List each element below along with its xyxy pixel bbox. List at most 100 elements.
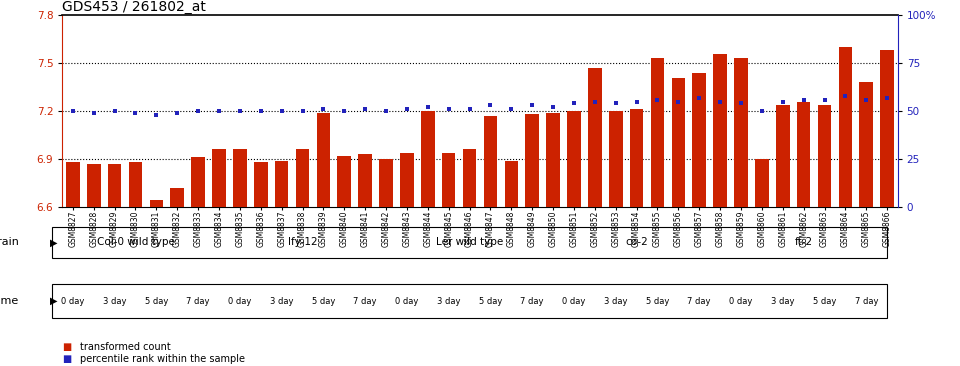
Text: 3 day: 3 day (437, 296, 461, 306)
Text: 3 day: 3 day (270, 296, 294, 306)
Text: strain: strain (0, 238, 19, 247)
Bar (505, 161, 518, 207)
Point (650, 97, 665, 102)
Bar (400, 153, 414, 207)
Point (65, 108, 81, 114)
Bar (839, 47, 852, 207)
Point (190, 108, 205, 114)
Text: 3 day: 3 day (771, 296, 795, 306)
Point (817, 97, 832, 102)
Text: Col-0 wild type: Col-0 wild type (97, 238, 175, 247)
Point (545, 104, 561, 110)
Point (712, 98, 728, 104)
Bar (546, 113, 560, 207)
Bar (859, 82, 873, 207)
Bar (66, 162, 80, 207)
Text: ■: ■ (62, 354, 72, 365)
Text: ■: ■ (62, 342, 72, 352)
Point (691, 95, 707, 101)
Point (629, 98, 644, 104)
Bar (254, 162, 268, 207)
Text: 7 day: 7 day (520, 296, 544, 306)
Text: 5 day: 5 day (646, 296, 669, 306)
Bar (87, 164, 101, 207)
Text: 0 day: 0 day (228, 296, 252, 306)
Bar (129, 162, 142, 207)
Point (357, 106, 372, 112)
Point (796, 97, 811, 102)
Text: Ler wild type: Ler wild type (436, 238, 503, 247)
Point (107, 108, 122, 114)
Point (128, 110, 143, 116)
Text: 7 day: 7 day (854, 296, 878, 306)
Text: 0 day: 0 day (730, 296, 753, 306)
Point (524, 102, 540, 108)
Text: 0 day: 0 day (61, 296, 84, 306)
Text: ▶: ▶ (50, 296, 58, 306)
Text: 3 day: 3 day (103, 296, 127, 306)
Text: 7 day: 7 day (186, 296, 210, 306)
Point (566, 101, 582, 107)
Bar (609, 111, 622, 207)
Bar (296, 149, 309, 207)
Bar (672, 78, 685, 207)
Bar (463, 149, 476, 207)
Point (483, 102, 498, 108)
Text: 0 day: 0 day (563, 296, 586, 306)
Point (838, 93, 853, 99)
Bar (734, 59, 748, 207)
Text: 7 day: 7 day (687, 296, 711, 306)
Bar (233, 149, 247, 207)
Text: 7 day: 7 day (353, 296, 377, 306)
Bar (525, 114, 539, 207)
Point (337, 108, 352, 114)
Point (504, 106, 519, 112)
Bar (171, 188, 184, 207)
Point (170, 110, 185, 116)
Text: ▶: ▶ (50, 238, 58, 247)
Text: 5 day: 5 day (312, 296, 335, 306)
Bar (338, 156, 351, 207)
Point (775, 98, 790, 104)
Bar (588, 68, 602, 207)
Point (253, 108, 269, 114)
Point (879, 95, 895, 101)
Point (588, 98, 603, 104)
Text: 5 day: 5 day (813, 296, 836, 306)
Point (232, 108, 248, 114)
Bar (776, 105, 789, 207)
Point (733, 101, 749, 107)
Bar (484, 116, 497, 207)
Bar (212, 149, 226, 207)
Bar (756, 159, 769, 207)
Bar (818, 105, 831, 207)
Bar (797, 101, 810, 207)
Text: 3 day: 3 day (604, 296, 628, 306)
Point (86, 110, 102, 116)
Point (462, 106, 477, 112)
Bar (191, 157, 204, 207)
Point (378, 108, 394, 114)
Bar (358, 154, 372, 207)
Bar (442, 153, 455, 207)
Point (858, 97, 874, 102)
Text: transformed count: transformed count (80, 342, 171, 352)
Bar (630, 109, 643, 207)
Text: GDS453 / 261802_at: GDS453 / 261802_at (62, 0, 206, 14)
Bar (150, 201, 163, 207)
Text: 5 day: 5 day (145, 296, 168, 306)
Point (149, 112, 164, 118)
Text: time: time (0, 296, 19, 306)
Point (295, 108, 310, 114)
Bar (317, 113, 330, 207)
Point (420, 104, 436, 110)
Text: lfy-12: lfy-12 (288, 238, 318, 247)
Point (441, 106, 456, 112)
Text: co-2: co-2 (625, 238, 648, 247)
Bar (713, 54, 727, 207)
Text: ft-2: ft-2 (795, 238, 813, 247)
Point (399, 106, 415, 112)
Bar (421, 111, 435, 207)
Point (316, 106, 331, 112)
Bar (567, 111, 581, 207)
